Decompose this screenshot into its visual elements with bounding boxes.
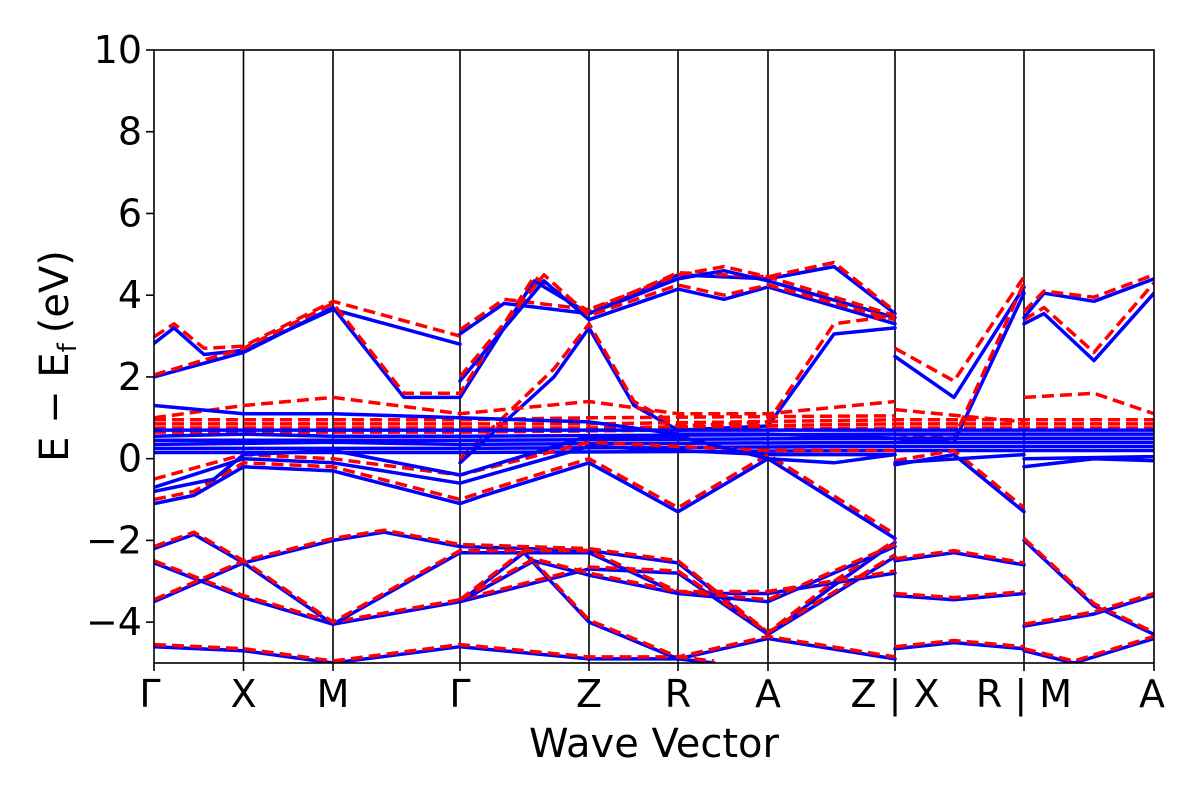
band-line-solid <box>1022 593 1154 628</box>
x-tick-label: A <box>1139 672 1165 716</box>
y-tick-label: 10 <box>94 28 142 72</box>
band-line-dashed <box>154 634 896 663</box>
band-line-solid <box>458 268 897 336</box>
y-axis-label: E − Ef (eV) <box>32 250 83 462</box>
band-line-dashed <box>894 589 1025 600</box>
band-lines <box>154 260 1154 663</box>
x-tick-label: Γ <box>449 672 470 716</box>
band-line-dashed <box>154 528 896 635</box>
band-line-dashed <box>154 422 1154 430</box>
band-line-dashed <box>154 395 896 420</box>
x-tick-label: M <box>317 672 350 716</box>
band-line-dashed <box>894 275 1026 383</box>
band-line-solid <box>458 326 897 465</box>
x-tick-label: X <box>230 672 256 716</box>
band-line-dashed <box>894 548 1025 565</box>
y-axis-label-subscript: f <box>53 342 83 352</box>
band-line-dashed <box>894 448 1026 510</box>
band-line-solid <box>893 591 1026 602</box>
band-line-solid <box>154 434 897 494</box>
band-line-solid <box>154 403 897 440</box>
band-line-solid <box>154 636 897 663</box>
y-tick-label: 0 <box>118 437 142 481</box>
x-axis-label: Wave Vector <box>529 721 780 767</box>
x-tick-label: A <box>755 672 781 716</box>
x-tick-label: Z <box>576 672 602 716</box>
band-line-solid <box>893 452 1026 465</box>
y-tick-label: 2 <box>118 355 142 399</box>
band-line-solid <box>1022 538 1154 637</box>
x-tick-label: Z | X <box>850 672 939 717</box>
band-line-dashed <box>1023 391 1154 416</box>
plot-frame <box>153 49 1155 664</box>
band-line-dashed <box>1023 281 1154 355</box>
y-tick-label: −2 <box>86 518 142 562</box>
band-line-solid <box>1022 636 1154 663</box>
band-line-dashed <box>154 260 897 396</box>
band-line-solid <box>154 432 1154 438</box>
svg-text:E − Ef(eV): E − Ef (eV) <box>32 250 83 462</box>
x-tick-label: Γ <box>139 672 160 716</box>
band-line-solid <box>1022 291 1154 363</box>
x-tick-label: R | M <box>976 672 1072 717</box>
band-line-solid <box>154 436 1154 443</box>
x-tick-label: R <box>665 672 691 716</box>
band-line-solid <box>1022 277 1154 320</box>
y-axis-ticks: −4 −2 0 2 4 6 8 10 <box>86 28 154 644</box>
band-line-dashed <box>1022 537 1154 634</box>
band-line-solid <box>458 544 897 604</box>
band-line-dashed <box>894 407 1025 424</box>
band-line-solid <box>154 440 1154 447</box>
band-line-dashed <box>459 542 896 602</box>
band-line-solid <box>893 285 1026 400</box>
band-line-solid <box>154 444 897 490</box>
band-line-solid <box>893 640 1026 651</box>
y-axis-label-main: E − E <box>32 352 78 462</box>
band-line-solid <box>154 264 897 400</box>
band-line-solid <box>154 456 897 541</box>
y-tick-label: 4 <box>118 273 142 317</box>
y-tick-label: −4 <box>86 600 142 644</box>
band-line-solid <box>458 279 897 383</box>
band-line-dashed <box>458 273 896 379</box>
band-line-dashed <box>894 638 1025 649</box>
y-axis-label-unit: (eV) <box>32 250 78 333</box>
band-line-dashed <box>1022 273 1154 313</box>
band-line-dashed <box>154 299 461 351</box>
band-line-solid <box>458 550 716 663</box>
y-tick-label: 8 <box>118 110 142 154</box>
band-line-dashed <box>154 418 1154 426</box>
x-axis-ticks: Γ X M Γ Z R A Z | X R | M A <box>139 663 1165 717</box>
band-line-solid <box>1022 454 1154 461</box>
band-line-solid <box>893 550 1026 567</box>
band-line-dashed <box>154 452 896 536</box>
band-line-dashed <box>458 313 896 460</box>
band-line-dashed <box>459 264 896 332</box>
y-tick-label: 6 <box>118 191 142 235</box>
band-line-dashed <box>154 553 896 635</box>
band-line-dashed <box>1023 591 1154 626</box>
